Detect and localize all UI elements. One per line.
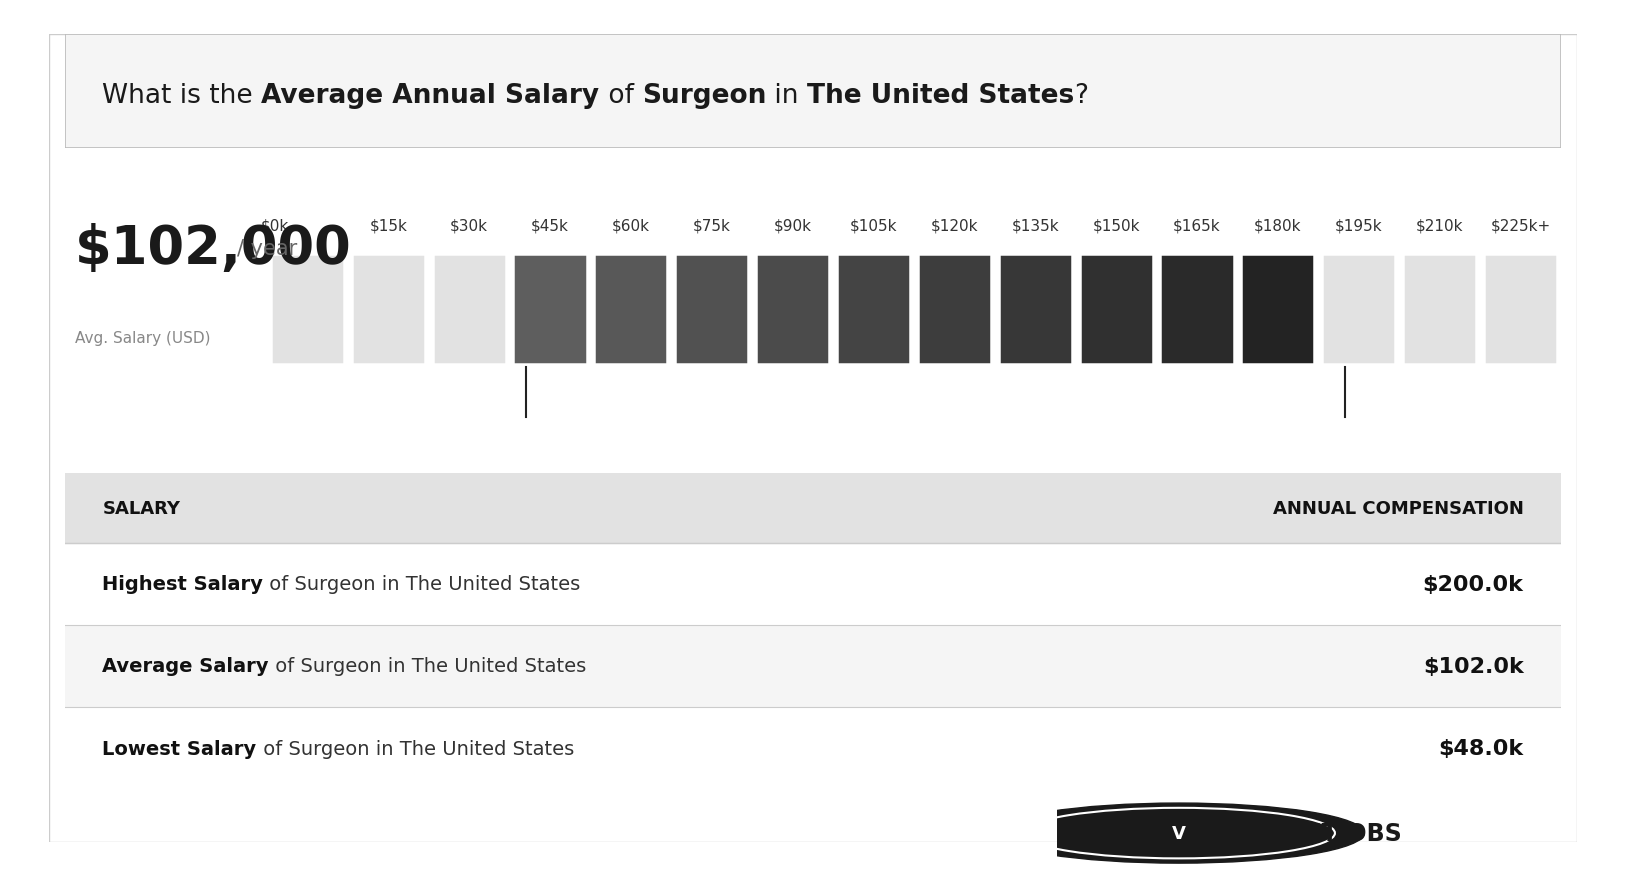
Text: ANNUAL COMPENSATION: ANNUAL COMPENSATION bbox=[1273, 499, 1524, 517]
Bar bbox=[351, 254, 424, 365]
Ellipse shape bbox=[1332, 489, 1359, 493]
FancyBboxPatch shape bbox=[65, 474, 1561, 543]
Text: $135k: $135k bbox=[1011, 218, 1059, 233]
Text: $102.0k: $102.0k bbox=[1423, 656, 1524, 676]
Text: The United States: The United States bbox=[806, 82, 1075, 109]
Text: $: $ bbox=[522, 498, 530, 511]
Text: $105k: $105k bbox=[850, 218, 898, 233]
Text: of Surgeon in The United States: of Surgeon in The United States bbox=[257, 738, 574, 758]
Bar bbox=[1332, 492, 1359, 496]
Bar bbox=[1080, 254, 1153, 365]
Text: $200.0k: $200.0k bbox=[1423, 574, 1524, 594]
Text: Lowest Salary: Lowest Salary bbox=[102, 738, 257, 758]
Text: $: $ bbox=[1341, 498, 1350, 511]
Text: SALARY: SALARY bbox=[102, 499, 180, 517]
FancyBboxPatch shape bbox=[65, 474, 1561, 789]
Ellipse shape bbox=[1302, 495, 1389, 515]
Text: $90k: $90k bbox=[774, 218, 811, 233]
Text: $165k: $165k bbox=[1174, 218, 1221, 233]
Bar bbox=[512, 492, 540, 496]
Bar bbox=[1485, 254, 1558, 365]
Bar bbox=[837, 254, 911, 365]
Text: $102,000: $102,000 bbox=[75, 223, 351, 275]
Bar bbox=[595, 254, 668, 365]
Text: $150k: $150k bbox=[1093, 218, 1140, 233]
Bar bbox=[675, 254, 748, 365]
Text: of: of bbox=[600, 82, 642, 109]
Bar bbox=[1403, 254, 1476, 365]
Bar bbox=[1161, 254, 1234, 365]
Text: / year: / year bbox=[237, 239, 298, 259]
Bar bbox=[433, 254, 506, 365]
Ellipse shape bbox=[483, 495, 569, 515]
FancyBboxPatch shape bbox=[65, 35, 1561, 149]
Text: Highest Salary: Highest Salary bbox=[102, 574, 263, 594]
Bar bbox=[272, 254, 345, 365]
Text: $15k: $15k bbox=[369, 218, 406, 233]
Text: Avg. Salary (USD): Avg. Salary (USD) bbox=[75, 331, 211, 346]
Bar bbox=[998, 254, 1072, 365]
Text: $75k: $75k bbox=[693, 218, 730, 233]
Text: of Surgeon in The United States: of Surgeon in The United States bbox=[263, 574, 580, 594]
FancyBboxPatch shape bbox=[65, 543, 1561, 625]
Text: in: in bbox=[766, 82, 806, 109]
Ellipse shape bbox=[512, 489, 540, 493]
FancyBboxPatch shape bbox=[65, 625, 1561, 707]
Text: ?: ? bbox=[1075, 82, 1088, 109]
Text: $30k: $30k bbox=[450, 218, 488, 233]
FancyBboxPatch shape bbox=[65, 707, 1561, 789]
Text: $195k: $195k bbox=[1335, 218, 1382, 233]
Text: Surgeon: Surgeon bbox=[642, 82, 766, 109]
Text: VELVETJOBS: VELVETJOBS bbox=[1242, 821, 1403, 845]
Text: $120k: $120k bbox=[930, 218, 979, 233]
Text: $60k: $60k bbox=[611, 218, 650, 233]
Bar bbox=[1322, 254, 1395, 365]
Text: V: V bbox=[1172, 824, 1185, 842]
Text: Average Annual Salary: Average Annual Salary bbox=[262, 82, 600, 109]
Bar bbox=[917, 254, 990, 365]
Bar bbox=[514, 254, 587, 365]
Text: $0k: $0k bbox=[260, 218, 289, 233]
Text: What is the: What is the bbox=[102, 82, 262, 109]
Circle shape bbox=[993, 803, 1364, 863]
Bar bbox=[756, 254, 829, 365]
Text: of Surgeon in The United States: of Surgeon in The United States bbox=[268, 657, 587, 675]
Text: $180k: $180k bbox=[1254, 218, 1302, 233]
Text: Average Salary: Average Salary bbox=[102, 657, 268, 675]
Bar bbox=[1241, 254, 1314, 365]
Text: $48.0k: $48.0k bbox=[1439, 738, 1524, 759]
Text: $45k: $45k bbox=[532, 218, 569, 233]
Text: $210k: $210k bbox=[1416, 218, 1463, 233]
Text: $225k+: $225k+ bbox=[1491, 218, 1551, 233]
